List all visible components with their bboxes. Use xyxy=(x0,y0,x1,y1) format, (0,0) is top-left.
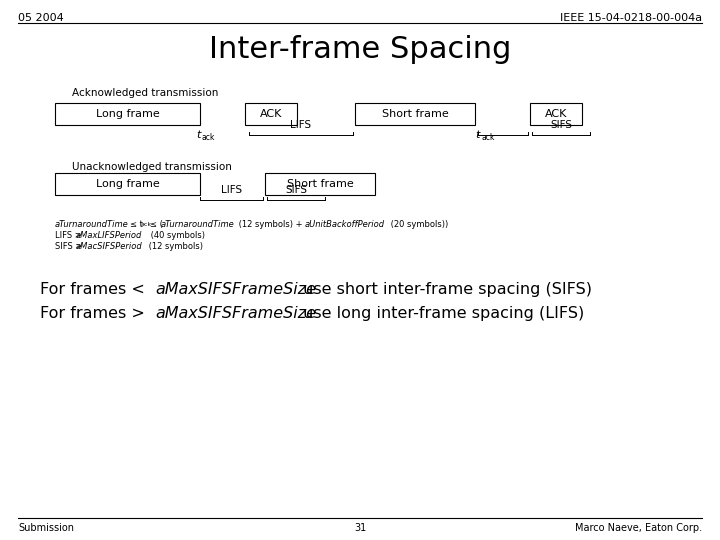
Text: aMaxSIFSFrameSize: aMaxSIFSFrameSize xyxy=(155,306,316,321)
FancyBboxPatch shape xyxy=(55,103,200,125)
Text: t: t xyxy=(196,130,200,140)
Text: Unacknowledged transmission: Unacknowledged transmission xyxy=(72,162,232,172)
Text: IEEE 15-04-0218-00-004a: IEEE 15-04-0218-00-004a xyxy=(560,13,702,23)
Text: Short frame: Short frame xyxy=(287,179,354,189)
Text: t: t xyxy=(475,130,480,140)
Text: aMaxSIFSFrameSize: aMaxSIFSFrameSize xyxy=(155,282,316,297)
FancyBboxPatch shape xyxy=(355,103,475,125)
FancyBboxPatch shape xyxy=(245,103,297,125)
Text: aTurnaroundTime: aTurnaroundTime xyxy=(55,220,129,229)
Text: For frames >: For frames > xyxy=(40,306,150,321)
Text: SIFS: SIFS xyxy=(285,185,307,195)
Text: Short frame: Short frame xyxy=(382,109,449,119)
Text: use long inter-frame spacing (LIFS): use long inter-frame spacing (LIFS) xyxy=(298,306,584,321)
Text: For frames <: For frames < xyxy=(40,282,150,297)
Text: Marco Naeve, Eaton Corp.: Marco Naeve, Eaton Corp. xyxy=(575,523,702,533)
Text: LIFS: LIFS xyxy=(221,185,242,195)
Text: SIFS >: SIFS > xyxy=(55,242,85,251)
Text: LIFS >: LIFS > xyxy=(55,231,84,240)
Text: Submission: Submission xyxy=(18,523,74,533)
Text: aMaxLIFSPeriod: aMaxLIFSPeriod xyxy=(76,231,143,240)
FancyBboxPatch shape xyxy=(265,173,375,195)
Text: use short inter-frame spacing (SIFS): use short inter-frame spacing (SIFS) xyxy=(298,282,592,297)
Text: ≤ (: ≤ ( xyxy=(150,220,163,229)
Text: LIFS: LIFS xyxy=(290,120,312,130)
Text: ack: ack xyxy=(202,133,215,142)
Text: aUnitBackoffPeriod: aUnitBackoffPeriod xyxy=(305,220,385,229)
Text: aMacSIFSPeriod: aMacSIFSPeriod xyxy=(76,242,143,251)
Text: ACK: ACK xyxy=(260,109,282,119)
Text: (20 symbols)): (20 symbols)) xyxy=(388,220,449,229)
Text: ack: ack xyxy=(141,222,152,227)
Text: SIFS: SIFS xyxy=(550,120,572,130)
Text: Acknowledged transmission: Acknowledged transmission xyxy=(72,88,218,98)
Text: aTurnaroundTime: aTurnaroundTime xyxy=(161,220,235,229)
Text: ack: ack xyxy=(481,133,495,142)
Text: (12 symbols): (12 symbols) xyxy=(146,242,203,251)
FancyBboxPatch shape xyxy=(530,103,582,125)
Text: ACK: ACK xyxy=(545,109,567,119)
Text: Long frame: Long frame xyxy=(96,109,159,119)
FancyBboxPatch shape xyxy=(55,173,200,195)
Text: Long frame: Long frame xyxy=(96,179,159,189)
Text: 05 2004: 05 2004 xyxy=(18,13,64,23)
Text: ≤ t: ≤ t xyxy=(130,220,143,229)
Text: (40 symbols): (40 symbols) xyxy=(148,231,205,240)
Text: 31: 31 xyxy=(354,523,366,533)
Text: (12 symbols) +: (12 symbols) + xyxy=(236,220,305,229)
Text: Inter-frame Spacing: Inter-frame Spacing xyxy=(209,35,511,64)
